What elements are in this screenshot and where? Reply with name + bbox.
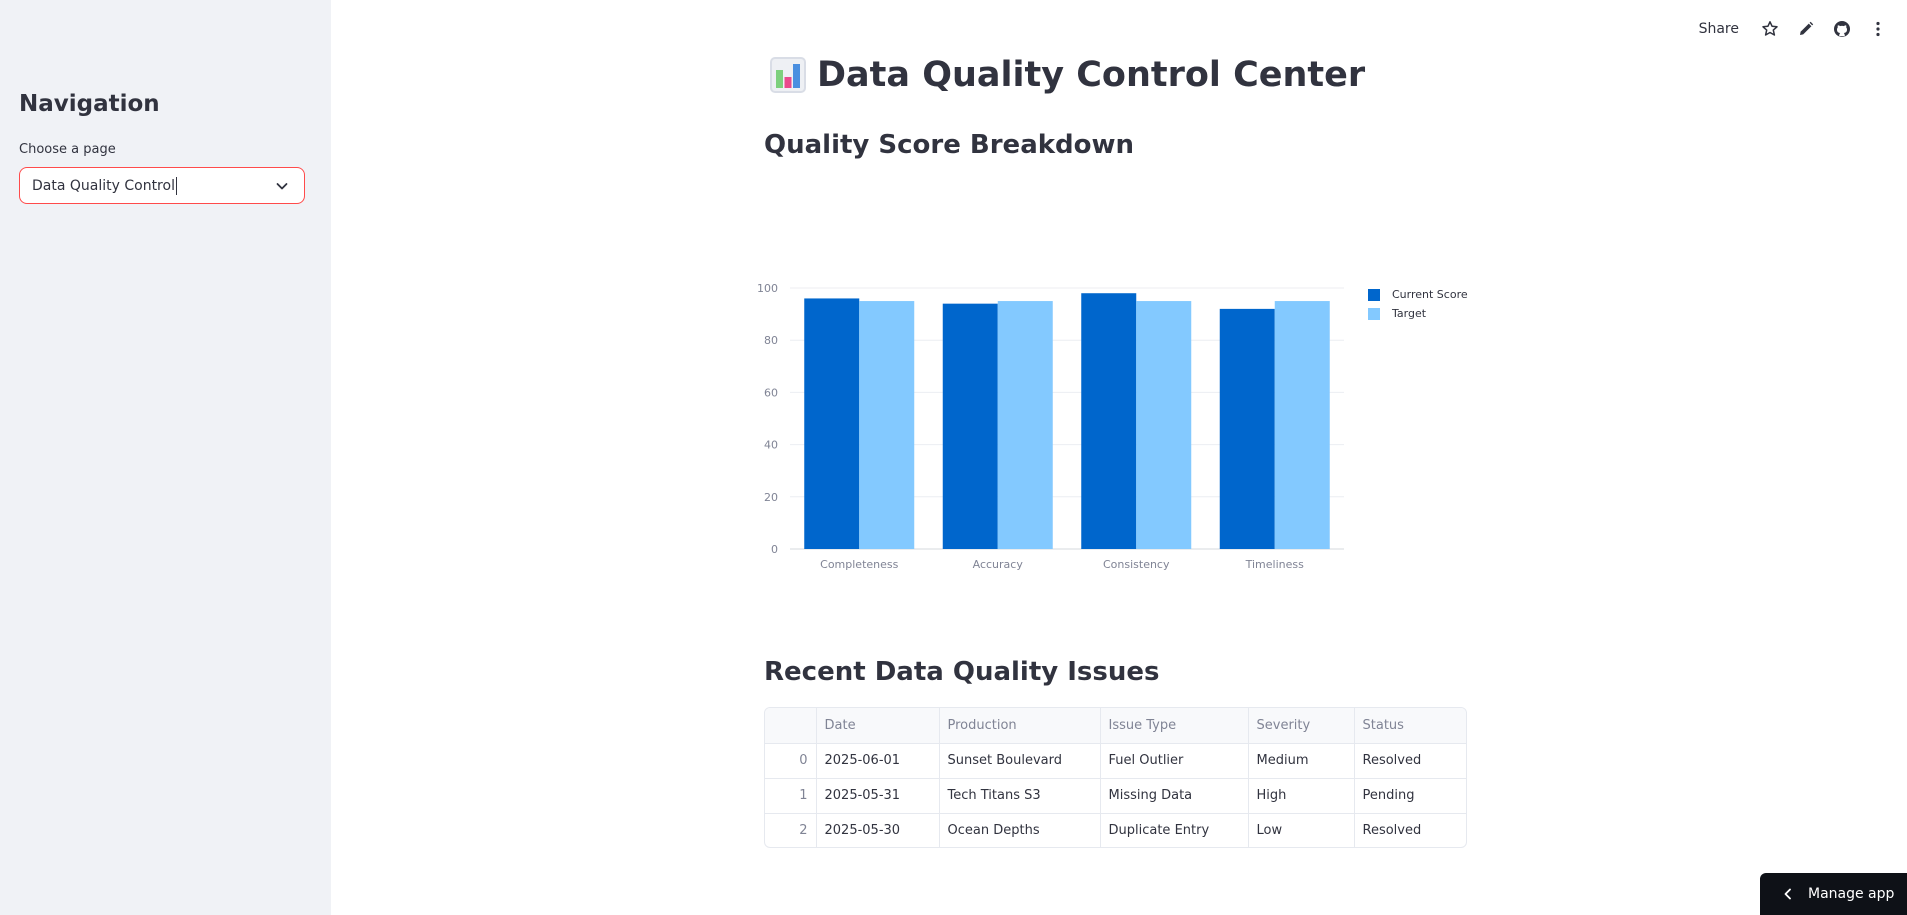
y-tick-label: 20 xyxy=(764,491,778,504)
cell-severity[interactable]: Medium xyxy=(1248,743,1355,779)
row-index: 2 xyxy=(765,813,817,847)
cell-issue-type[interactable]: Duplicate Entry xyxy=(1100,813,1249,847)
column-header-status[interactable]: Status xyxy=(1354,708,1466,744)
cell-date[interactable]: 2025-06-01 xyxy=(816,743,940,779)
page-select[interactable]: Data Quality Control xyxy=(19,167,305,204)
bar-current-score xyxy=(1081,293,1137,549)
legend-swatch-target xyxy=(1368,307,1380,320)
pencil-icon[interactable] xyxy=(1797,20,1815,38)
y-tick-label: 100 xyxy=(757,282,778,295)
bar-target xyxy=(859,301,915,549)
bar-current-score xyxy=(804,298,860,549)
bar-chart-emoji-icon xyxy=(770,57,806,93)
row-index: 0 xyxy=(765,743,817,779)
cell-production[interactable]: Tech Titans S3 xyxy=(939,778,1101,814)
cell-severity[interactable]: High xyxy=(1248,778,1355,814)
cell-issue-type[interactable]: Fuel Outlier xyxy=(1100,743,1249,779)
legend-item-current: Current Score xyxy=(1368,285,1468,304)
manage-app-label: Manage app xyxy=(1808,886,1895,902)
legend-label-current: Current Score xyxy=(1392,288,1468,301)
cell-severity[interactable]: Low xyxy=(1248,813,1355,847)
cell-date[interactable]: 2025-05-31 xyxy=(816,778,940,814)
x-tick-label: Accuracy xyxy=(973,558,1024,571)
table-header-row: Date Production Issue Type Severity Stat… xyxy=(765,708,1466,744)
column-header-issue-type[interactable]: Issue Type xyxy=(1100,708,1249,744)
cell-issue-type[interactable]: Missing Data xyxy=(1100,778,1249,814)
y-tick-label: 0 xyxy=(771,543,778,556)
chart-legend: Current Score Target xyxy=(1368,285,1468,323)
chart-heading: Quality Score Breakdown xyxy=(764,130,1135,160)
page-title-text: Data Quality Control Center xyxy=(817,55,1366,95)
chevron-down-icon xyxy=(276,183,288,190)
chevron-left-icon xyxy=(1784,888,1791,900)
page-select-label: Choose a page xyxy=(19,142,116,157)
app-toolbar: Share xyxy=(1699,18,1887,40)
legend-swatch-current xyxy=(1368,288,1380,301)
bar-target xyxy=(1136,301,1192,549)
legend-item-target: Target xyxy=(1368,304,1468,323)
share-button[interactable]: Share xyxy=(1698,21,1739,37)
kebab-menu-icon[interactable] xyxy=(1869,20,1887,38)
table-row: 2 2025-05-30 Ocean Depths Duplicate Entr… xyxy=(765,813,1466,847)
sidebar-title: Navigation xyxy=(19,91,160,117)
issues-table[interactable]: Date Production Issue Type Severity Stat… xyxy=(764,707,1467,848)
x-tick-label: Consistency xyxy=(1103,558,1170,571)
y-tick-label: 60 xyxy=(764,386,778,399)
cell-date[interactable]: 2025-05-30 xyxy=(816,813,940,847)
issues-heading: Recent Data Quality Issues xyxy=(764,657,1160,687)
star-icon[interactable] xyxy=(1761,20,1779,38)
github-icon[interactable] xyxy=(1833,20,1851,38)
column-header-index[interactable] xyxy=(765,708,817,744)
column-header-date[interactable]: Date xyxy=(816,708,940,744)
manage-app-button[interactable]: Manage app xyxy=(1760,873,1907,915)
cell-production[interactable]: Sunset Boulevard xyxy=(939,743,1101,779)
table-row: 1 2025-05-31 Tech Titans S3 Missing Data… xyxy=(765,778,1466,814)
cell-production[interactable]: Ocean Depths xyxy=(939,813,1101,847)
cell-status[interactable]: Pending xyxy=(1354,778,1466,814)
column-header-severity[interactable]: Severity xyxy=(1248,708,1355,744)
row-index: 1 xyxy=(765,778,817,814)
y-tick-label: 40 xyxy=(764,439,778,452)
page-title: Data Quality Control Center xyxy=(769,55,1365,95)
cell-status[interactable]: Resolved xyxy=(1354,743,1466,779)
cell-status[interactable]: Resolved xyxy=(1362,823,1422,839)
bar-target xyxy=(1274,301,1330,549)
column-header-production[interactable]: Production xyxy=(939,708,1101,744)
y-tick-label: 80 xyxy=(764,334,778,347)
x-tick-label: Timeliness xyxy=(1245,558,1305,571)
page-select-value: Data Quality Control xyxy=(32,177,177,195)
quality-score-chart: 0 20 40 60 80 100 Completeness Accuracy Consiste… xyxy=(757,282,1344,571)
bar-target xyxy=(997,301,1053,549)
bar-current-score xyxy=(1219,308,1275,549)
x-tick-label: Completeness xyxy=(820,558,898,571)
sidebar: Navigation Choose a page Data Quality Co… xyxy=(0,0,331,915)
bar-current-score xyxy=(942,303,998,549)
table-row: 0 2025-06-01 Sunset Boulevard Fuel Outli… xyxy=(765,743,1466,779)
legend-label-target: Target xyxy=(1392,307,1427,320)
